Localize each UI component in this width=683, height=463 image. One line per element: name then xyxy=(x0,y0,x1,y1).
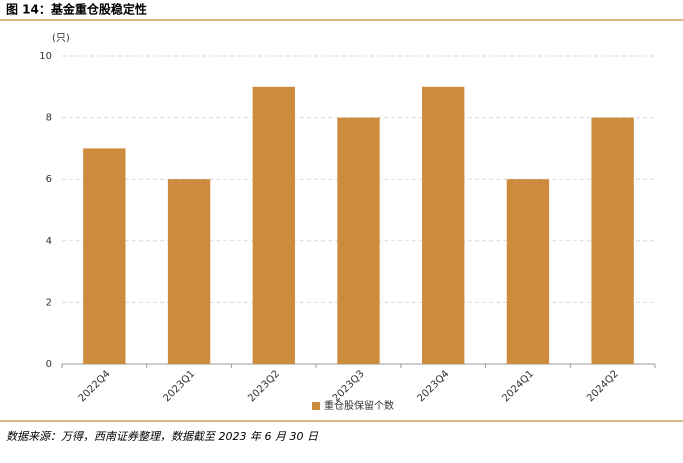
legend-label: 重仓股保留个数 xyxy=(324,399,394,412)
x-tick-label: 2023Q3 xyxy=(331,368,367,404)
bar xyxy=(167,179,211,364)
legend-swatch xyxy=(312,402,320,410)
x-tick-label: 2023Q1 xyxy=(161,368,197,404)
y-tick-label: 0 xyxy=(46,359,52,370)
x-tick-label: 2024Q2 xyxy=(585,368,621,404)
y-unit: (只) xyxy=(52,33,70,44)
bar xyxy=(252,86,295,365)
x-tick-label: 2024Q1 xyxy=(500,368,536,404)
y-tick-label: 6 xyxy=(46,174,52,185)
x-tick-label: 2023Q4 xyxy=(416,368,452,404)
bar xyxy=(337,117,380,364)
y-tick-label: 10 xyxy=(39,51,52,62)
bar xyxy=(83,148,126,364)
chart-title: 图 14：基金重仓股稳定性 xyxy=(6,2,147,17)
x-tick-label: 2023Q2 xyxy=(246,368,282,404)
x-tick-label: 2022Q4 xyxy=(77,368,113,404)
source-note: 数据来源：万得，西南证券整理，数据截至 2023 年 6 月 30 日 xyxy=(6,430,319,443)
y-tick-label: 2 xyxy=(46,297,52,308)
y-tick-label: 8 xyxy=(46,113,52,124)
bar xyxy=(506,179,550,364)
y-tick-label: 4 xyxy=(46,236,52,247)
bar xyxy=(422,86,465,365)
bar xyxy=(591,117,634,364)
